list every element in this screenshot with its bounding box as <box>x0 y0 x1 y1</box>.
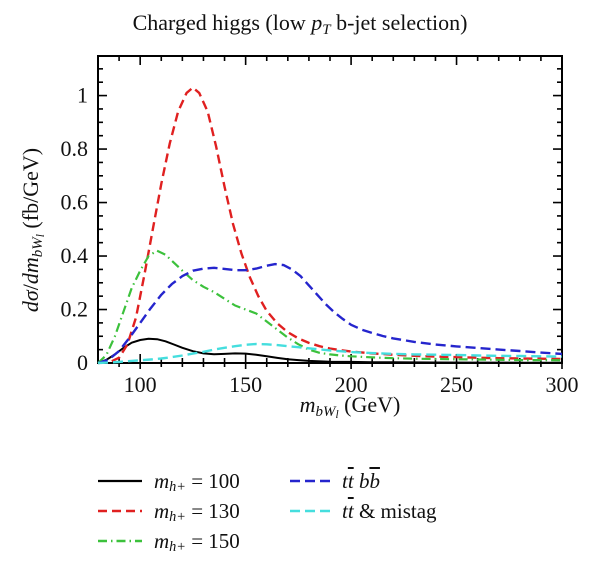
x-tick-label: 150 <box>229 372 262 397</box>
y-tick-label: 0.4 <box>61 243 89 268</box>
chart-title: Charged higgs (low pT b-jet selection) <box>132 10 468 39</box>
curve-ttbb <box>97 262 563 365</box>
x-axis-label: mbWl (GeV) <box>299 392 401 422</box>
legend-label-mh-130: mh+ = 130 <box>154 498 240 526</box>
x-tick-labels: 100 150 200 250 300 <box>124 372 579 397</box>
legend-column-2: tt bb tt & mistag <box>290 466 437 526</box>
x-tick-label: 300 <box>546 372 579 397</box>
legend-label-mh-150: mh+ = 150 <box>154 528 240 556</box>
x-tick-label: 100 <box>124 372 157 397</box>
legend-label-tt-mistag: tt & mistag <box>342 498 437 523</box>
y-tick-label: 0 <box>77 350 88 375</box>
axis-frame <box>97 55 563 364</box>
legend-item-mh-100: mh+ = 100 <box>98 466 240 496</box>
legend-line-sample <box>98 509 142 513</box>
y-tick-label: 0.6 <box>61 190 89 215</box>
curve-tt-mistag <box>97 342 563 365</box>
curve-mh-150 <box>97 249 563 364</box>
legend-line-sample <box>290 479 330 483</box>
y-tick-label: 0.8 <box>61 136 89 161</box>
legend-item-mh-150: mh+ = 150 <box>98 526 240 556</box>
legend-line-sample <box>98 479 142 483</box>
legend-column-1: mh+ = 100 mh+ = 130 mh+ = 150 <box>98 466 240 556</box>
series-curves <box>97 86 563 365</box>
legend-line-sample <box>98 539 142 543</box>
y-tick-labels: 0 0.2 0.4 0.6 0.8 1 <box>61 83 89 375</box>
x-tick-label: 250 <box>440 372 473 397</box>
legend: mh+ = 100 mh+ = 130 mh+ = 150 tt bb tt & mis… <box>0 466 600 566</box>
curve-mh-100 <box>97 337 562 364</box>
legend-item-tt-mistag: tt & mistag <box>290 496 437 526</box>
legend-label-mh-100: mh+ = 100 <box>154 468 240 496</box>
curve-mh-130 <box>97 86 563 365</box>
legend-label-ttbb: tt bb <box>342 468 380 493</box>
y-tick-label: 0.2 <box>61 297 89 322</box>
legend-line-sample <box>290 509 330 513</box>
plot-area: 100 150 200 250 300 0 0.2 0.4 0.6 0.8 1 <box>61 55 579 397</box>
y-tick-label: 1 <box>77 83 88 108</box>
legend-item-ttbb: tt bb <box>290 466 437 496</box>
axis-ticks <box>98 56 563 369</box>
legend-item-mh-130: mh+ = 130 <box>98 496 240 526</box>
x-tick-label: 200 <box>335 372 368 397</box>
